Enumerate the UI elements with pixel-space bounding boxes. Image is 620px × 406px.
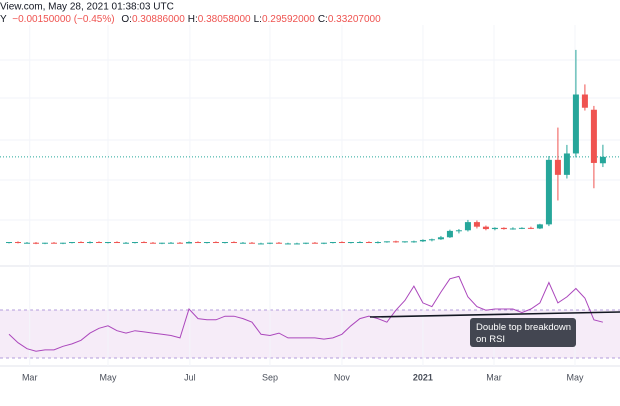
candle-body [527, 227, 534, 229]
candle-body [248, 242, 255, 244]
candle-body [275, 242, 282, 244]
candle-body [329, 242, 336, 244]
candle-body [509, 228, 516, 230]
annotation: Double top breakdown on RSI [476, 322, 571, 345]
candle-body [536, 224, 543, 229]
trend-line [369, 311, 620, 318]
candle-body [194, 242, 201, 244]
ohlc-value: 0.33207000 [328, 14, 381, 25]
candle-body [572, 94, 579, 154]
candle-body [212, 242, 219, 244]
annotation-box [470, 318, 576, 347]
candle-body [545, 159, 552, 225]
candle-body [473, 222, 480, 227]
candle-body [149, 242, 156, 244]
ohlc-label: L: [254, 14, 262, 25]
candle-body [284, 243, 291, 245]
candle-body [14, 242, 21, 244]
candle-body [500, 227, 507, 230]
ohlc-label: O: [121, 14, 132, 25]
candle-body [68, 242, 75, 244]
candle-body [239, 242, 246, 244]
candle-body [23, 242, 30, 244]
candle-body [464, 222, 471, 231]
candle-body [419, 239, 426, 242]
x-tick-label: Nov [334, 372, 351, 382]
candle-body [482, 226, 489, 230]
candle-body [95, 242, 102, 244]
candle-body [266, 242, 273, 244]
x-tick-label: May [99, 372, 117, 382]
candle-body [563, 153, 570, 175]
ohlc-label: H: [188, 14, 198, 25]
candle-body [401, 241, 408, 243]
x-tick-label: Mar [486, 372, 502, 382]
candle-body [140, 242, 147, 244]
candle-body [383, 241, 390, 243]
x-tick-label: 2021 [413, 372, 433, 382]
candle-body [221, 242, 228, 244]
candle-body [302, 242, 309, 244]
x-tick-label: Sep [262, 372, 278, 382]
candle-body [581, 94, 588, 108]
candle-body [86, 242, 93, 244]
candle-body [320, 242, 327, 244]
candle-body [356, 242, 363, 244]
candle-body [122, 242, 129, 244]
candle-body [50, 242, 57, 244]
candle-body [131, 242, 138, 244]
candle-body [374, 242, 381, 244]
candle-body [554, 159, 561, 175]
candle-body [311, 242, 318, 244]
candle-body [257, 243, 264, 245]
candle-body [338, 242, 345, 244]
candle-body [104, 242, 111, 244]
candle-body [41, 242, 48, 244]
candle-body [185, 242, 192, 244]
x-tick-label: Mar [22, 372, 38, 382]
header-source: View.com, May 28, 2021 01:38:03 UTC [0, 2, 174, 13]
candle-body [293, 243, 300, 245]
ohlc-value: 0.29592000 [262, 14, 315, 25]
candle-body [77, 242, 84, 244]
candle-body [410, 241, 417, 243]
candle-body [518, 227, 525, 229]
candle-body [392, 241, 399, 243]
candle-body [167, 242, 174, 244]
candle-body [428, 239, 435, 241]
candle-body [455, 230, 462, 232]
grid [0, 59, 620, 367]
candle-body [365, 242, 372, 244]
candle-body [230, 242, 237, 244]
candle-body [5, 242, 12, 244]
candle-body [32, 242, 39, 244]
candle-body [347, 242, 354, 244]
x-tick-label: Jul [184, 372, 196, 382]
candle-body [59, 242, 66, 244]
header-quote: Y −0.00150000 (−0.45%) O:0.30886000 H:0.3… [0, 14, 381, 25]
change: −0.00150000 (−0.45%) [12, 14, 114, 25]
candle-body [599, 156, 606, 164]
candle-body [203, 242, 210, 244]
rsi-line [8, 275, 604, 352]
plot-layer: Mar May Jul Sep Nov 2021 Mar May [0, 25, 620, 382]
ohlc-label: C: [318, 14, 328, 25]
candle-body [590, 109, 597, 163]
candle-body [437, 237, 444, 240]
symbol: Y [0, 14, 7, 25]
ohlc-value: 0.30886000 [132, 14, 185, 25]
candle-body [113, 242, 120, 244]
ohlc-value: 0.38058000 [198, 14, 251, 25]
candle-body [491, 227, 498, 230]
x-tick-label: May [566, 372, 584, 382]
candle-body [158, 242, 165, 244]
candle-body [176, 242, 183, 244]
candle-body [446, 230, 453, 238]
